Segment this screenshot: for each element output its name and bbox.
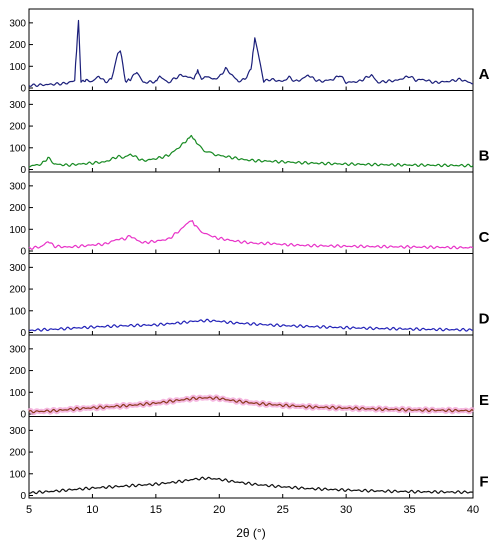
y-tick-label: 200 xyxy=(9,285,26,296)
y-tick-label: 300 xyxy=(9,263,26,274)
y-tick-label: 200 xyxy=(9,40,26,51)
x-tick-label: 25 xyxy=(277,504,289,516)
x-tick-label: 35 xyxy=(403,504,415,516)
series-A-line xyxy=(28,19,474,87)
y-tick-label: 300 xyxy=(9,344,26,355)
panel-frame xyxy=(28,416,474,499)
series-B-line xyxy=(28,134,474,168)
y-tick-label: 200 xyxy=(9,203,26,214)
panel-A: 0 100 200 300 A xyxy=(9,8,490,95)
y-tick-label: 200 xyxy=(9,122,26,133)
series-label-E: E xyxy=(479,392,489,409)
y-tick-label: 200 xyxy=(9,366,26,377)
y-tick-label: 100 xyxy=(9,469,26,480)
y-tick-label: 0 xyxy=(20,410,26,421)
series-C-line xyxy=(28,220,474,250)
y-tick-label: 100 xyxy=(9,62,26,73)
x-tick-label: 5 xyxy=(26,504,32,516)
y-tick-label: 300 xyxy=(9,18,26,29)
series-label-F: F xyxy=(479,474,488,491)
x-tick-label: 40 xyxy=(467,504,479,516)
x-tick-label: 15 xyxy=(150,504,162,516)
series-label-A: A xyxy=(479,66,490,83)
series-label-D: D xyxy=(479,311,490,328)
series-label-C: C xyxy=(479,229,490,246)
panel-C: 0 100 200 300 C xyxy=(9,171,490,258)
x-tick-label: 30 xyxy=(340,504,352,516)
y-tick-label: 100 xyxy=(9,306,26,317)
panel-frame xyxy=(28,253,474,336)
y-tick-label: 100 xyxy=(9,225,26,236)
x-tick-label: 10 xyxy=(86,504,98,516)
y-tick-label: 100 xyxy=(9,388,26,399)
series-F-line xyxy=(28,476,474,495)
y-tick-label: 0 xyxy=(20,491,26,502)
panel-E: 0 100 200 300 E xyxy=(9,334,489,421)
panel-B: 0 100 200 300 B xyxy=(9,90,490,176)
y-tick-label: 300 xyxy=(9,181,26,192)
y-tick-label: 300 xyxy=(9,100,26,111)
y-tick-label: 300 xyxy=(9,426,26,437)
series-D-line xyxy=(28,318,474,332)
y-tick-label: 0 xyxy=(20,247,26,258)
y-tick-label: 100 xyxy=(9,143,26,154)
series-E-line xyxy=(28,396,474,414)
y-tick-label: 200 xyxy=(9,448,26,459)
y-tick-label: 0 xyxy=(20,328,26,339)
x-axis-label: 2θ (°) xyxy=(236,526,265,540)
panel-frame xyxy=(28,171,474,254)
panel-D: 0 100 200 300 D xyxy=(9,253,490,339)
y-tick-label: 0 xyxy=(20,165,26,176)
series-label-B: B xyxy=(479,148,490,165)
x-tick-label: 20 xyxy=(213,504,225,516)
panel-F: 0 100 200 300 F xyxy=(9,416,489,502)
y-tick-label: 0 xyxy=(20,84,26,95)
